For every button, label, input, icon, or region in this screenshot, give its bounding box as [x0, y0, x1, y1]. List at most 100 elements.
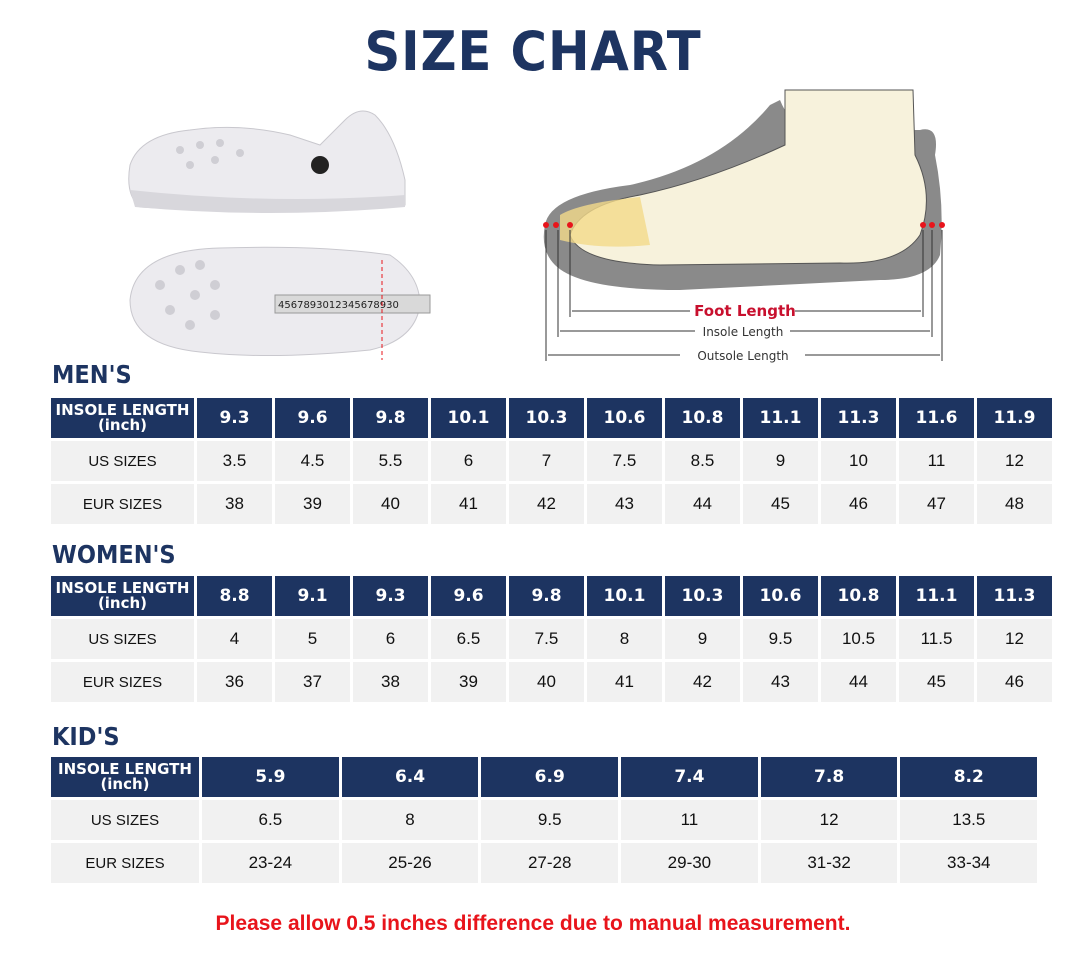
cell-eur: 46 [977, 662, 1052, 702]
row-label: EUR SIZES [51, 484, 194, 524]
unit-label: (inch) [97, 416, 148, 434]
cell-eur: 42 [665, 662, 740, 702]
cell-eur: 33-34 [900, 843, 1038, 883]
table-row-insole: INSOLE LENGTH (inch) 8.8 9.1 9.3 9.6 9.8 10.1 10… [51, 576, 1052, 616]
clog-top-image: 4567893012345678930 [129, 246, 431, 360]
cell-eur: 37 [275, 662, 350, 702]
size-table-kids: INSOLE LENGTH (inch) 5.9 6.4 6.9 7.4 7.8 8.2 US … [48, 754, 1040, 886]
cell-insole: 10.8 [821, 576, 896, 616]
clog-side-image [128, 110, 406, 213]
table-row-eur: EUR SIZES 23-24 25-26 27-28 29-30 31-32 33-34 [51, 843, 1038, 883]
cell-us: 4 [197, 619, 272, 659]
table-row-us: US SIZES 4 5 6 6.5 7.5 8 9 9.5 10.5 11.5 12 [51, 619, 1052, 659]
cell-us: 11 [899, 441, 974, 481]
cell-insole: 6.4 [341, 757, 479, 797]
cell-us: 7.5 [509, 619, 584, 659]
cell-eur: 27-28 [481, 843, 619, 883]
table-row-eur: EUR SIZES 36 37 38 39 40 41 42 43 44 45 46 [51, 662, 1052, 702]
cell-insole: 9.8 [509, 576, 584, 616]
cell-eur: 38 [197, 484, 272, 524]
cell-eur: 36 [197, 662, 272, 702]
cell-insole: 5.9 [202, 757, 339, 797]
row-label: INSOLE LENGTH (inch) [51, 398, 194, 438]
cell-insole: 11.3 [821, 398, 896, 438]
page-title: SIZE CHART [364, 20, 702, 83]
cell-us: 6.5 [202, 800, 339, 840]
outsole-length-label: Outsole Length [697, 349, 788, 363]
cell-eur: 44 [665, 484, 740, 524]
cell-us: 6 [353, 619, 428, 659]
cell-eur: 41 [431, 484, 506, 524]
cell-us: 10 [821, 441, 896, 481]
cell-us: 13.5 [900, 800, 1038, 840]
cell-us: 9 [743, 441, 818, 481]
unit-label: (inch) [97, 594, 148, 612]
foot-diagram: Foot Length Insole Length Outsole Length [543, 89, 945, 363]
row-label: INSOLE LENGTH (inch) [51, 757, 199, 797]
cell-eur: 23-24 [202, 843, 339, 883]
cell-insole: 10.1 [587, 576, 662, 616]
cell-insole: 9.1 [275, 576, 350, 616]
cell-us: 11 [621, 800, 758, 840]
insole-length-label: Insole Length [703, 325, 784, 339]
cell-insole: 10.6 [743, 576, 818, 616]
row-label: INSOLE LENGTH (inch) [51, 576, 194, 616]
cell-insole: 9.3 [197, 398, 272, 438]
cell-eur: 39 [431, 662, 506, 702]
cell-insole: 11.3 [977, 576, 1052, 616]
cell-eur: 48 [977, 484, 1052, 524]
size-table-women: INSOLE LENGTH (inch) 8.8 9.1 9.3 9.6 9.8 10.1 10… [48, 573, 1055, 705]
cell-us: 8 [341, 800, 479, 840]
row-label: US SIZES [51, 441, 194, 481]
cell-us: 10.5 [821, 619, 896, 659]
table-row-insole: INSOLE LENGTH (inch) 9.3 9.6 9.8 10.1 10.3 10.6… [51, 398, 1052, 438]
cell-us: 5.5 [353, 441, 428, 481]
row-label: US SIZES [51, 800, 199, 840]
cell-us: 3.5 [197, 441, 272, 481]
cell-insole: 7.4 [621, 757, 758, 797]
cell-eur: 29-30 [621, 843, 758, 883]
cell-eur: 25-26 [341, 843, 479, 883]
cell-insole: 11.1 [743, 398, 818, 438]
cell-eur: 45 [899, 662, 974, 702]
table-row-us: US SIZES 3.5 4.5 5.5 6 7 7.5 8.5 9 10 11 12 [51, 441, 1052, 481]
cell-eur: 41 [587, 662, 662, 702]
cell-us: 9 [665, 619, 740, 659]
cell-eur: 40 [509, 662, 584, 702]
cell-us: 9.5 [743, 619, 818, 659]
cell-eur: 39 [275, 484, 350, 524]
cell-insole: 10.1 [431, 398, 506, 438]
cell-insole: 11.6 [899, 398, 974, 438]
table-row-insole: INSOLE LENGTH (inch) 5.9 6.4 6.9 7.4 7.8 8.2 [51, 757, 1038, 797]
cell-eur: 43 [587, 484, 662, 524]
cell-eur: 47 [899, 484, 974, 524]
cell-insole: 8.8 [197, 576, 272, 616]
measurement-note: Please allow 0.5 inches difference due t… [215, 912, 851, 935]
cell-us: 8.5 [665, 441, 740, 481]
cell-us: 7 [509, 441, 584, 481]
cell-insole: 9.6 [431, 576, 506, 616]
cell-us: 9.5 [481, 800, 619, 840]
section-heading-kids: KID'S [52, 722, 120, 751]
cell-eur: 40 [353, 484, 428, 524]
insole-label: INSOLE LENGTH [58, 760, 192, 778]
cell-us: 12 [977, 619, 1052, 659]
insole-label: INSOLE LENGTH [55, 401, 190, 419]
cell-insole: 10.3 [509, 398, 584, 438]
cell-eur: 42 [509, 484, 584, 524]
cell-eur: 44 [821, 662, 896, 702]
table-row-eur: EUR SIZES 38 39 40 41 42 43 44 45 46 47 48 [51, 484, 1052, 524]
cell-eur: 45 [743, 484, 818, 524]
section-heading-men: MEN'S [52, 360, 132, 389]
cell-insole: 7.8 [760, 757, 898, 797]
tape-measure-numbers: 4567893012345678930 [278, 300, 399, 311]
cell-us: 6 [431, 441, 506, 481]
cell-us: 4.5 [275, 441, 350, 481]
cell-eur: 31-32 [760, 843, 898, 883]
cell-insole: 9.6 [275, 398, 350, 438]
cell-us: 8 [587, 619, 662, 659]
cell-insole: 9.3 [353, 576, 428, 616]
cell-eur: 43 [743, 662, 818, 702]
cell-us: 5 [275, 619, 350, 659]
cell-insole: 10.6 [587, 398, 662, 438]
